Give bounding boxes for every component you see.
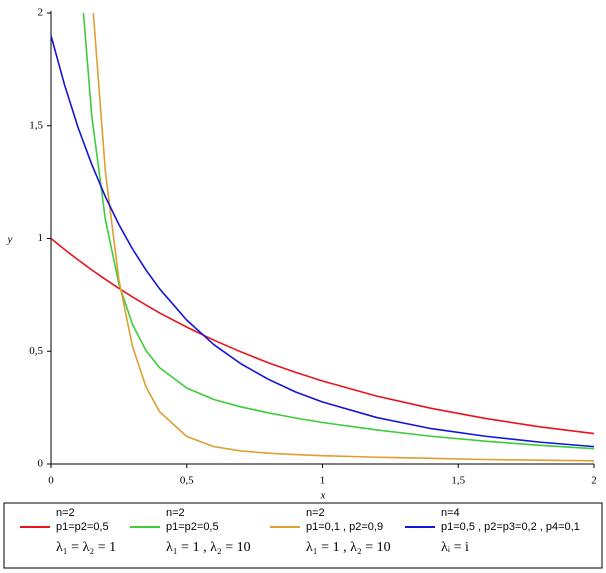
y-axis-label: y xyxy=(7,234,13,246)
legend-rates: λᵢ = i xyxy=(441,540,469,555)
legend-n: n=2 xyxy=(306,507,325,519)
x-tick-label: 1,5 xyxy=(451,475,465,487)
x-axis-label: x xyxy=(320,490,326,502)
legend-name: p1=p2=0,5 xyxy=(56,521,109,533)
legend-rates: λ₁ = λ₂ = 1 xyxy=(56,540,116,555)
series-line xyxy=(92,13,595,462)
legend-name: p1=p2=0,5 xyxy=(166,521,219,533)
x-tick-label: 2 xyxy=(591,475,597,487)
legend-rates: λ₁ = 1 , λ₂ = 10 xyxy=(166,540,251,555)
x-tick-label: 0 xyxy=(48,475,54,487)
y-tick-label: 1 xyxy=(38,232,44,244)
legend-n: n=4 xyxy=(441,507,460,519)
series-line xyxy=(51,237,595,435)
legend-n: n=2 xyxy=(166,507,185,519)
legend-n: n=2 xyxy=(56,507,75,519)
y-tick-label: 0,5 xyxy=(29,345,43,357)
y-tick-label: 2 xyxy=(38,7,44,19)
legend-name: p1=0,5 , p2=p3=0,2 , p4=0,1 xyxy=(441,521,580,533)
legend-box xyxy=(3,502,603,569)
legend-rates: λ₁ = 1 , λ₂ = 10 xyxy=(306,540,391,555)
plot-area xyxy=(51,13,595,462)
x-tick-label: 1 xyxy=(320,475,326,487)
x-tick-label: 0,5 xyxy=(180,475,194,487)
y-tick-label: 1,5 xyxy=(29,119,43,131)
series-line xyxy=(82,13,595,450)
series-line xyxy=(51,35,595,448)
y-tick-label: 0 xyxy=(38,458,44,470)
legend-name: p1=0,1 , p2=0,9 xyxy=(306,521,383,533)
